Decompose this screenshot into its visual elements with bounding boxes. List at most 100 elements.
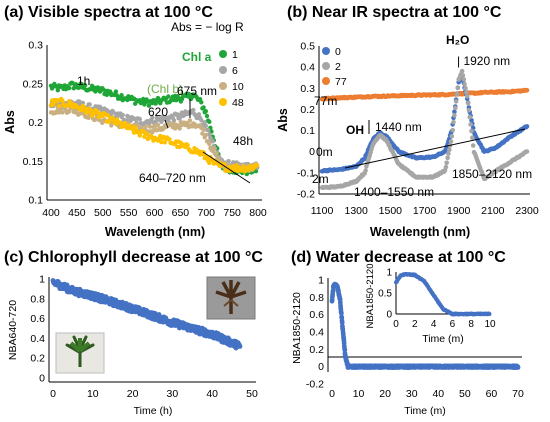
panel-d-y-ticks: -0.2 0 0.2 0.4 0.6 0.8 1 [306, 275, 324, 391]
x-tick-label: 500 [94, 207, 112, 219]
spectrum-point-48 [105, 113, 111, 118]
spectrum-point-48 [144, 131, 149, 137]
spectrum-point-48 [118, 120, 123, 125]
y-tick-label: -0.2 [306, 379, 324, 391]
y-tick-label: -0.2 [297, 189, 315, 201]
label-2m: 2m [312, 172, 329, 186]
y-tick-label: 0.1 [28, 195, 43, 207]
spectrum-point-10 [211, 146, 216, 151]
panel-d-y-label: NBA1850-2120 [291, 292, 303, 364]
panel-a: (a) Visible spectra at 100 °C Abs = − lo… [3, 4, 267, 239]
y-tick-label: 0.2 [300, 104, 315, 116]
band-baseline-a [202, 151, 251, 184]
x-tick-label: 800 [249, 207, 267, 219]
spectrum-point-10 [185, 121, 190, 126]
panel-c-y-ticks: 0 0.2 0.4 0.6 0.8 1 [30, 274, 45, 385]
y-tick-label: 0.8 [309, 292, 324, 304]
spectrum-point-48 [106, 119, 112, 125]
panel-a-plot-area [48, 80, 260, 177]
legend-marker-2 [322, 62, 330, 70]
spectrum-point-2 [450, 127, 456, 133]
panel-b-title: (b) Near IR spectra at 100 °C [287, 4, 502, 21]
water-point [342, 347, 348, 353]
x-tick-label: 8 [468, 319, 474, 330]
spectrum-point-2 [454, 91, 460, 97]
y-tick-label: 0.6 [309, 309, 324, 321]
spectrum-point-48 [84, 110, 89, 116]
spectrum-point-6 [126, 114, 131, 120]
spectrum-point-2 [443, 164, 449, 170]
panel-c-x-ticks: 0 10 20 30 40 50 [50, 388, 258, 400]
spectrum-point-2 [449, 134, 455, 139]
panel-a-title: (a) Visible spectra at 100 °C [4, 4, 213, 21]
label-0m: 0m [316, 145, 333, 159]
label-1h: 1h [77, 74, 90, 88]
spectrum-point-10 [177, 126, 182, 131]
spectrum-point-10 [201, 127, 206, 132]
spectrum-point-2 [452, 113, 457, 118]
spectrum-point-1 [113, 89, 119, 94]
y-tick-label: 0.5 [300, 41, 315, 53]
legend-label-0: 0 [335, 46, 341, 58]
x-tick-label: 2100 [481, 205, 505, 217]
label-chl-b: (Chl b) [147, 82, 183, 96]
y-tick-label: 0.5 [378, 289, 392, 300]
fresh-leaf-photo [55, 332, 105, 374]
spectrum-point-2 [464, 90, 469, 95]
y-tick-label: 0.15 [23, 156, 44, 168]
inset-plot-area [393, 272, 492, 317]
x-tick-label: 0 [329, 388, 335, 400]
y-tick-label: 0.6 [30, 313, 45, 325]
spectrum-point-2 [463, 86, 468, 91]
spectrum-point-10 [143, 124, 148, 130]
label-oh: OH [346, 123, 364, 137]
water-point [330, 288, 336, 293]
panel-a-y-label: Abs [3, 110, 17, 134]
panel-d-inset: 00.51 0 2 4 6 8 10 Time (m) NBA1850-2120 [365, 264, 496, 345]
panel-b: (b) Near IR spectra at 100 °C -0.2-0.100… [276, 4, 539, 239]
spectrum-point-2 [466, 107, 472, 113]
legend-marker-77 [322, 77, 330, 85]
spectrum-point-6 [199, 118, 204, 123]
marker-620 [164, 119, 169, 129]
spectrum-point-1 [204, 113, 210, 119]
panel-c-x-label: Time (h) [134, 405, 173, 417]
panel-a-legend: 1 6 10 48 [219, 49, 244, 109]
spectrum-point-1 [119, 93, 124, 98]
x-tick-label: 1100 [311, 205, 334, 217]
spectrum-point-10 [67, 109, 72, 114]
spectrum-point-2 [453, 99, 459, 104]
y-tick-label: 0.25 [23, 78, 44, 90]
label-h2o: H₂O [446, 33, 469, 47]
legend-label-10: 10 [232, 81, 244, 93]
spectrum-point-1 [77, 85, 82, 90]
spectrum-point-2 [459, 68, 465, 74]
y-tick-label: 0 [39, 373, 45, 385]
panel-c-title: (c) Chlorophyll decrease at 100 °C [4, 249, 263, 266]
spectrum-point-6 [196, 112, 202, 117]
x-tick-label: 40 [432, 388, 444, 400]
x-tick-label: 550 [120, 207, 138, 219]
spectrum-point-6 [203, 123, 208, 128]
x-tick-label: 10 [484, 319, 496, 330]
label-48h: 48h [233, 134, 253, 148]
x-tick-label: 4 [431, 319, 437, 330]
spectrum-point-2 [462, 81, 467, 87]
x-tick-label: 50 [246, 388, 258, 400]
chlorophyll-point [237, 344, 243, 349]
spectrum-point-10 [109, 123, 114, 128]
spectrum-point-2 [451, 120, 456, 125]
spectrum-point-2 [465, 100, 471, 106]
spectrum-point-1 [79, 82, 84, 87]
spectrum-point-10 [203, 132, 208, 138]
inset-x-ticks: 0 2 4 6 8 10 [393, 319, 496, 330]
spectrum-point-6 [202, 120, 207, 125]
label-1920nm: | 1920 nm [457, 54, 510, 68]
water-point [339, 310, 344, 316]
spectrum-point-2 [470, 135, 475, 140]
inset-y-label: NBA1850-2120 [365, 264, 376, 329]
legend-marker-48 [219, 98, 227, 106]
spectrum-point-48 [167, 137, 172, 142]
x-tick-label: 6 [450, 319, 456, 330]
x-tick-label: 30 [406, 388, 418, 400]
